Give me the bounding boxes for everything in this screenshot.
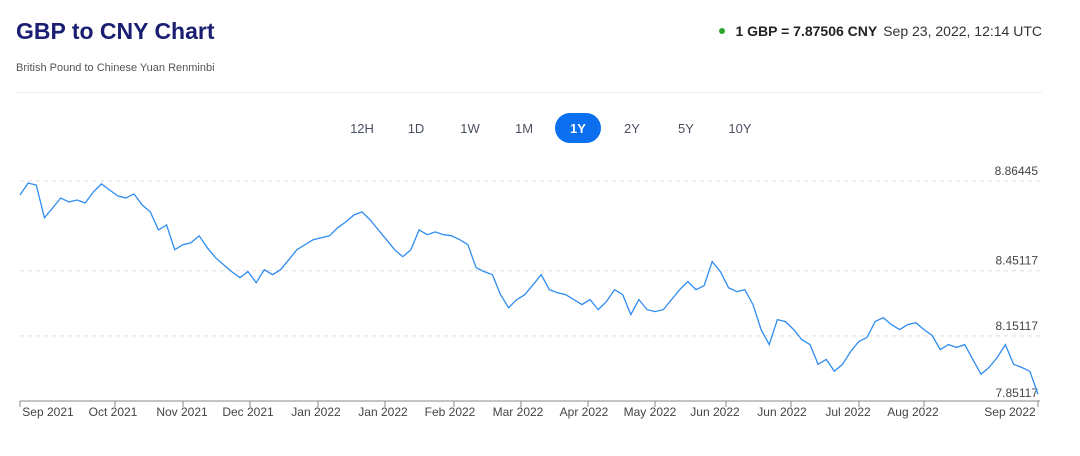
divider bbox=[16, 92, 1042, 93]
x-tick-label: Jul 2022 bbox=[825, 405, 871, 419]
range-button-1y[interactable]: 1Y bbox=[555, 113, 601, 143]
x-tick-label: Apr 2022 bbox=[560, 405, 609, 419]
x-tick-label: Sep 2021 bbox=[22, 405, 74, 419]
range-button-1d[interactable]: 1D bbox=[407, 120, 425, 136]
range-button-1w[interactable]: 1W bbox=[460, 120, 480, 136]
x-tick-label: Nov 2021 bbox=[156, 405, 208, 419]
series-line-gbp-cny bbox=[19, 182, 1039, 395]
range-button-10y[interactable]: 10Y bbox=[728, 120, 752, 136]
page-subtitle: British Pound to Chinese Yuan Renminbi bbox=[16, 62, 215, 74]
x-tick-label: Aug 2022 bbox=[887, 405, 939, 419]
x-tick-label: Jun 2022 bbox=[690, 405, 740, 419]
x-tick-label: Jan 2022 bbox=[291, 405, 341, 419]
x-tick-label: Oct 2021 bbox=[89, 405, 138, 419]
rate-value: 1 GBP = 7.87506 CNY bbox=[735, 23, 878, 39]
x-tick-label: Mar 2022 bbox=[493, 405, 544, 419]
x-tick-label: Dec 2021 bbox=[222, 405, 274, 419]
x-tick-label: May 2022 bbox=[624, 405, 677, 419]
range-button-2y[interactable]: 2Y bbox=[624, 120, 640, 136]
page-title: GBP to CNY Chart bbox=[16, 18, 215, 44]
y-tick-label: 7.85117 bbox=[996, 386, 1039, 400]
range-button-1m[interactable]: 1M bbox=[514, 120, 534, 136]
x-tick-label: Jan 2022 bbox=[358, 405, 408, 419]
current-rate: 1 GBP = 7.87506 CNY Sep 23, 2022, 12:14 … bbox=[719, 23, 1042, 39]
live-status-dot-icon bbox=[719, 28, 726, 34]
x-tick-label: Sep 2022 bbox=[984, 405, 1036, 419]
range-button-12h[interactable]: 12H bbox=[350, 120, 374, 136]
time-range-selector: 12H 1D 1W 1M 1Y 2Y 5Y 10Y bbox=[0, 113, 1080, 143]
x-tick-label: Feb 2022 bbox=[425, 405, 476, 419]
rate-timestamp: Sep 23, 2022, 12:14 UTC bbox=[883, 23, 1042, 39]
y-tick-label: 8.86445 bbox=[995, 164, 1039, 178]
y-tick-label: 8.15117 bbox=[996, 319, 1039, 333]
range-button-5y[interactable]: 5Y bbox=[678, 120, 694, 136]
x-tick-label: Jun 2022 bbox=[757, 405, 807, 419]
y-tick-label: 8.45117 bbox=[996, 254, 1039, 268]
